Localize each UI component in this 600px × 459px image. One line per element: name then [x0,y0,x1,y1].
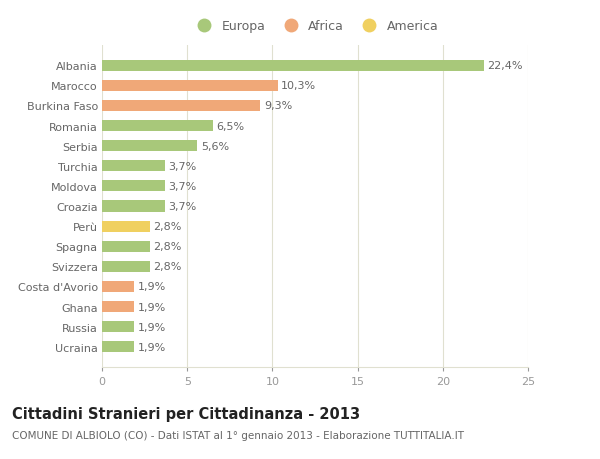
Text: COMUNE DI ALBIOLO (CO) - Dati ISTAT al 1° gennaio 2013 - Elaborazione TUTTITALIA: COMUNE DI ALBIOLO (CO) - Dati ISTAT al 1… [12,431,464,441]
Bar [102,141,197,152]
Bar [102,302,134,313]
Text: 1,9%: 1,9% [138,302,166,312]
Text: 9,3%: 9,3% [264,101,292,111]
Bar [102,161,165,172]
Text: 22,4%: 22,4% [487,61,523,71]
Text: 10,3%: 10,3% [281,81,316,91]
Text: 3,7%: 3,7% [169,181,197,191]
Text: 5,6%: 5,6% [201,141,229,151]
Bar [102,241,150,252]
Bar [102,341,134,353]
Bar [102,181,165,192]
Text: 3,7%: 3,7% [169,162,197,171]
Bar [102,221,150,232]
Text: 3,7%: 3,7% [169,202,197,212]
Bar [102,101,260,112]
Text: 1,9%: 1,9% [138,342,166,352]
Text: 6,5%: 6,5% [216,121,244,131]
Text: 1,9%: 1,9% [138,322,166,332]
Bar [102,61,484,72]
Bar [102,281,134,292]
Text: 2,8%: 2,8% [153,262,181,272]
Bar [102,81,278,92]
Bar [102,121,213,132]
Text: 1,9%: 1,9% [138,282,166,292]
Bar [102,261,150,272]
Legend: Europa, Africa, America: Europa, Africa, America [192,20,438,33]
Text: Cittadini Stranieri per Cittadinanza - 2013: Cittadini Stranieri per Cittadinanza - 2… [12,406,360,421]
Bar [102,201,165,212]
Text: 2,8%: 2,8% [153,222,181,232]
Text: 2,8%: 2,8% [153,242,181,252]
Bar [102,321,134,332]
